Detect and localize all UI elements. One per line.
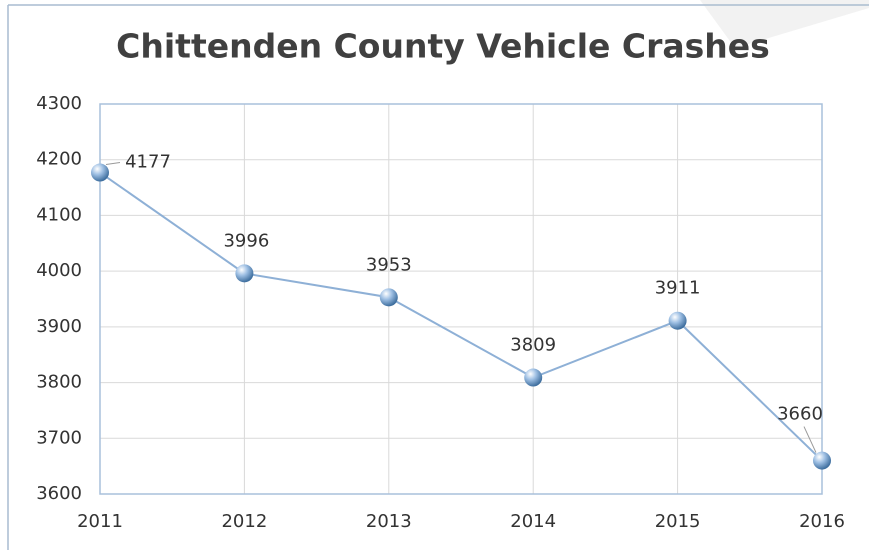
plot-border <box>99 103 823 495</box>
y-tick-label: 3800 <box>36 372 82 393</box>
chart-title: Chittenden County Vehicle Crashes <box>116 27 770 66</box>
decoration <box>700 0 869 48</box>
data-label: 3809 <box>510 335 556 356</box>
x-tick-label: 2011 <box>77 511 123 532</box>
y-tick-label: 3600 <box>36 483 82 504</box>
data-point <box>91 163 109 182</box>
data-point <box>524 368 543 387</box>
y-tick-label: 4000 <box>36 260 82 281</box>
y-tick-label: 4200 <box>36 149 82 170</box>
data-point <box>235 264 254 283</box>
x-tick-label: 2013 <box>366 511 412 532</box>
y-tick-label: 3900 <box>36 316 82 337</box>
data-label: 3996 <box>223 230 269 251</box>
x-tick-label: 2015 <box>655 511 701 532</box>
x-tick-label: 2012 <box>221 511 267 532</box>
data-label: 3911 <box>655 278 701 299</box>
x-tick-label: 2014 <box>510 511 556 532</box>
data-label: 3953 <box>366 254 412 275</box>
series-line <box>99 171 823 462</box>
y-tick-label: 4300 <box>36 93 82 114</box>
leader-line <box>105 162 121 166</box>
data-point <box>379 288 398 307</box>
data-point <box>813 451 831 470</box>
x-tick-label: 2016 <box>799 511 845 532</box>
leader-line <box>803 426 817 453</box>
data-point <box>668 311 687 330</box>
data-label: 4177 <box>125 152 171 173</box>
y-tick-label: 3700 <box>36 427 82 448</box>
y-tick-label: 4100 <box>36 204 82 225</box>
data-label: 3660 <box>777 404 823 425</box>
